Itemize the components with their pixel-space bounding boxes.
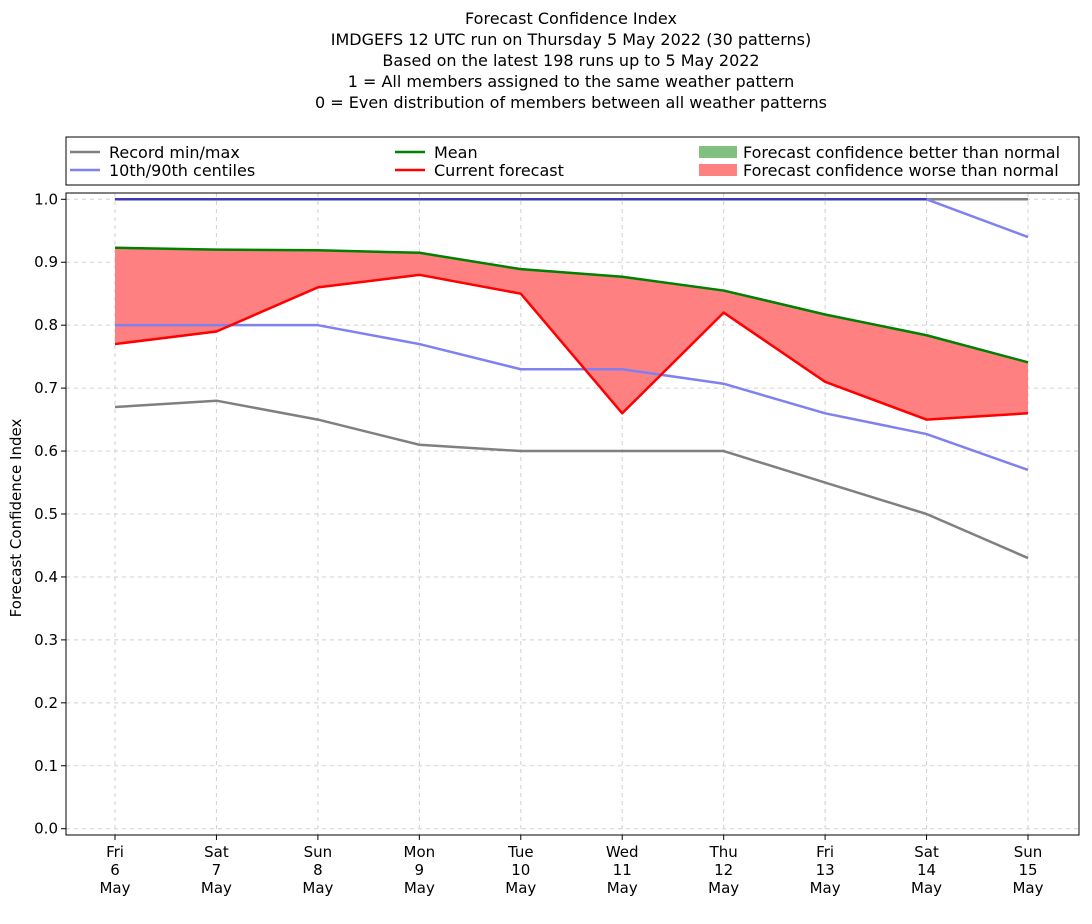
series-line-current — [114, 273, 1029, 421]
x-tick-label: May — [607, 879, 638, 897]
x-tick-label: Thu — [709, 843, 738, 861]
x-tick-label: May — [404, 879, 435, 897]
x-tick-label: 6 — [110, 861, 120, 879]
y-tick-label: 0.0 — [34, 820, 58, 838]
x-tick-label: May — [1012, 879, 1043, 897]
legend-label: Current forecast — [434, 161, 564, 180]
legend-item-worse: Forecast confidence worse than normal — [699, 161, 1059, 180]
y-tick-label: 1.0 — [34, 190, 58, 208]
x-tick-label: Fri — [106, 843, 124, 861]
x-tick-label: May — [810, 879, 841, 897]
y-axis: 0.0 0.1 0.2 0.3 0.4 0.5 0.6 0.7 0.8 0.9 1.0 — [34, 190, 66, 838]
x-tick-label: Wed — [606, 843, 639, 861]
title-line: 0 = Even distribution of members between… — [315, 93, 827, 112]
x-tick-label: Sun — [304, 843, 333, 861]
x-tick-label: May — [505, 879, 536, 897]
legend-box — [65, 136, 1080, 186]
title-line: 1 = All members assigned to the same wea… — [348, 72, 795, 91]
x-tick-label: 9 — [415, 861, 425, 879]
x-tick-label: May — [302, 879, 333, 897]
x-tick-label: 12 — [714, 861, 733, 879]
y-tick-label: 0.2 — [34, 694, 58, 712]
y-tick-label: 0.3 — [34, 631, 58, 649]
y-axis-label: Forecast Confidence Index — [7, 419, 25, 618]
x-tick-label: Sat — [204, 843, 229, 861]
x-tick-label: Tue — [507, 843, 534, 861]
legend-item-better: Forecast confidence better than normal — [699, 143, 1060, 162]
legend-swatch — [699, 146, 737, 158]
legend-label: Forecast confidence worse than normal — [743, 161, 1059, 180]
series-line-p10 — [115, 323, 1029, 472]
legend-item-centiles: 10th/90th centiles — [70, 161, 255, 180]
x-tick-label: May — [708, 879, 739, 897]
x-tick-label: May — [99, 879, 130, 897]
legend-label: Forecast confidence better than normal — [743, 143, 1060, 162]
x-tick-label: 13 — [816, 861, 835, 879]
y-tick-label: 0.5 — [34, 505, 58, 523]
legend-item-current: Current forecast — [395, 161, 564, 180]
legend-swatch — [699, 164, 737, 176]
legend-item-record: Record min/max — [70, 143, 240, 162]
x-tick-label: Sun — [1014, 843, 1043, 861]
y-tick-label: 0.4 — [34, 568, 58, 586]
series-line-p90 — [115, 198, 1029, 239]
legend-label: 10th/90th centiles — [109, 161, 255, 180]
x-tick-label: Sat — [914, 843, 939, 861]
chart-title: Forecast Confidence Index IMDGEFS 12 UTC … — [315, 9, 827, 112]
legend-label: Mean — [434, 143, 478, 162]
x-tick-label: 7 — [212, 861, 222, 879]
x-tick-label: May — [911, 879, 942, 897]
legend-item-mean: Mean — [395, 143, 478, 162]
confidence-fill — [115, 247, 1028, 420]
y-tick-label: 0.6 — [34, 442, 58, 460]
x-tick-label: 8 — [313, 861, 323, 879]
y-tick-label: 0.8 — [34, 316, 58, 334]
x-tick-label: May — [201, 879, 232, 897]
x-axis: Fri6MaySat7MaySun8MayMon9MayTue10MayWed1… — [99, 835, 1044, 897]
x-tick-label: 14 — [917, 861, 936, 879]
y-tick-label: 0.7 — [34, 379, 58, 397]
x-tick-label: 10 — [511, 861, 530, 879]
series-line-mean — [114, 246, 1029, 364]
series-lines — [114, 198, 1029, 560]
title-line: Based on the latest 198 runs up to 5 May… — [382, 51, 759, 70]
x-tick-label: Mon — [404, 843, 436, 861]
x-tick-label: Fri — [816, 843, 834, 861]
y-tick-label: 0.9 — [34, 253, 58, 271]
title-line: Forecast Confidence Index — [465, 9, 677, 28]
x-tick-label: 11 — [613, 861, 632, 879]
title-line: IMDGEFS 12 UTC run on Thursday 5 May 202… — [331, 30, 812, 49]
y-tick-label: 0.1 — [34, 757, 58, 775]
series-line-record-min — [114, 399, 1029, 560]
legend-label: Record min/max — [109, 143, 240, 162]
fill-worse-than-normal — [115, 247, 1028, 420]
x-tick-label: 15 — [1018, 861, 1037, 879]
